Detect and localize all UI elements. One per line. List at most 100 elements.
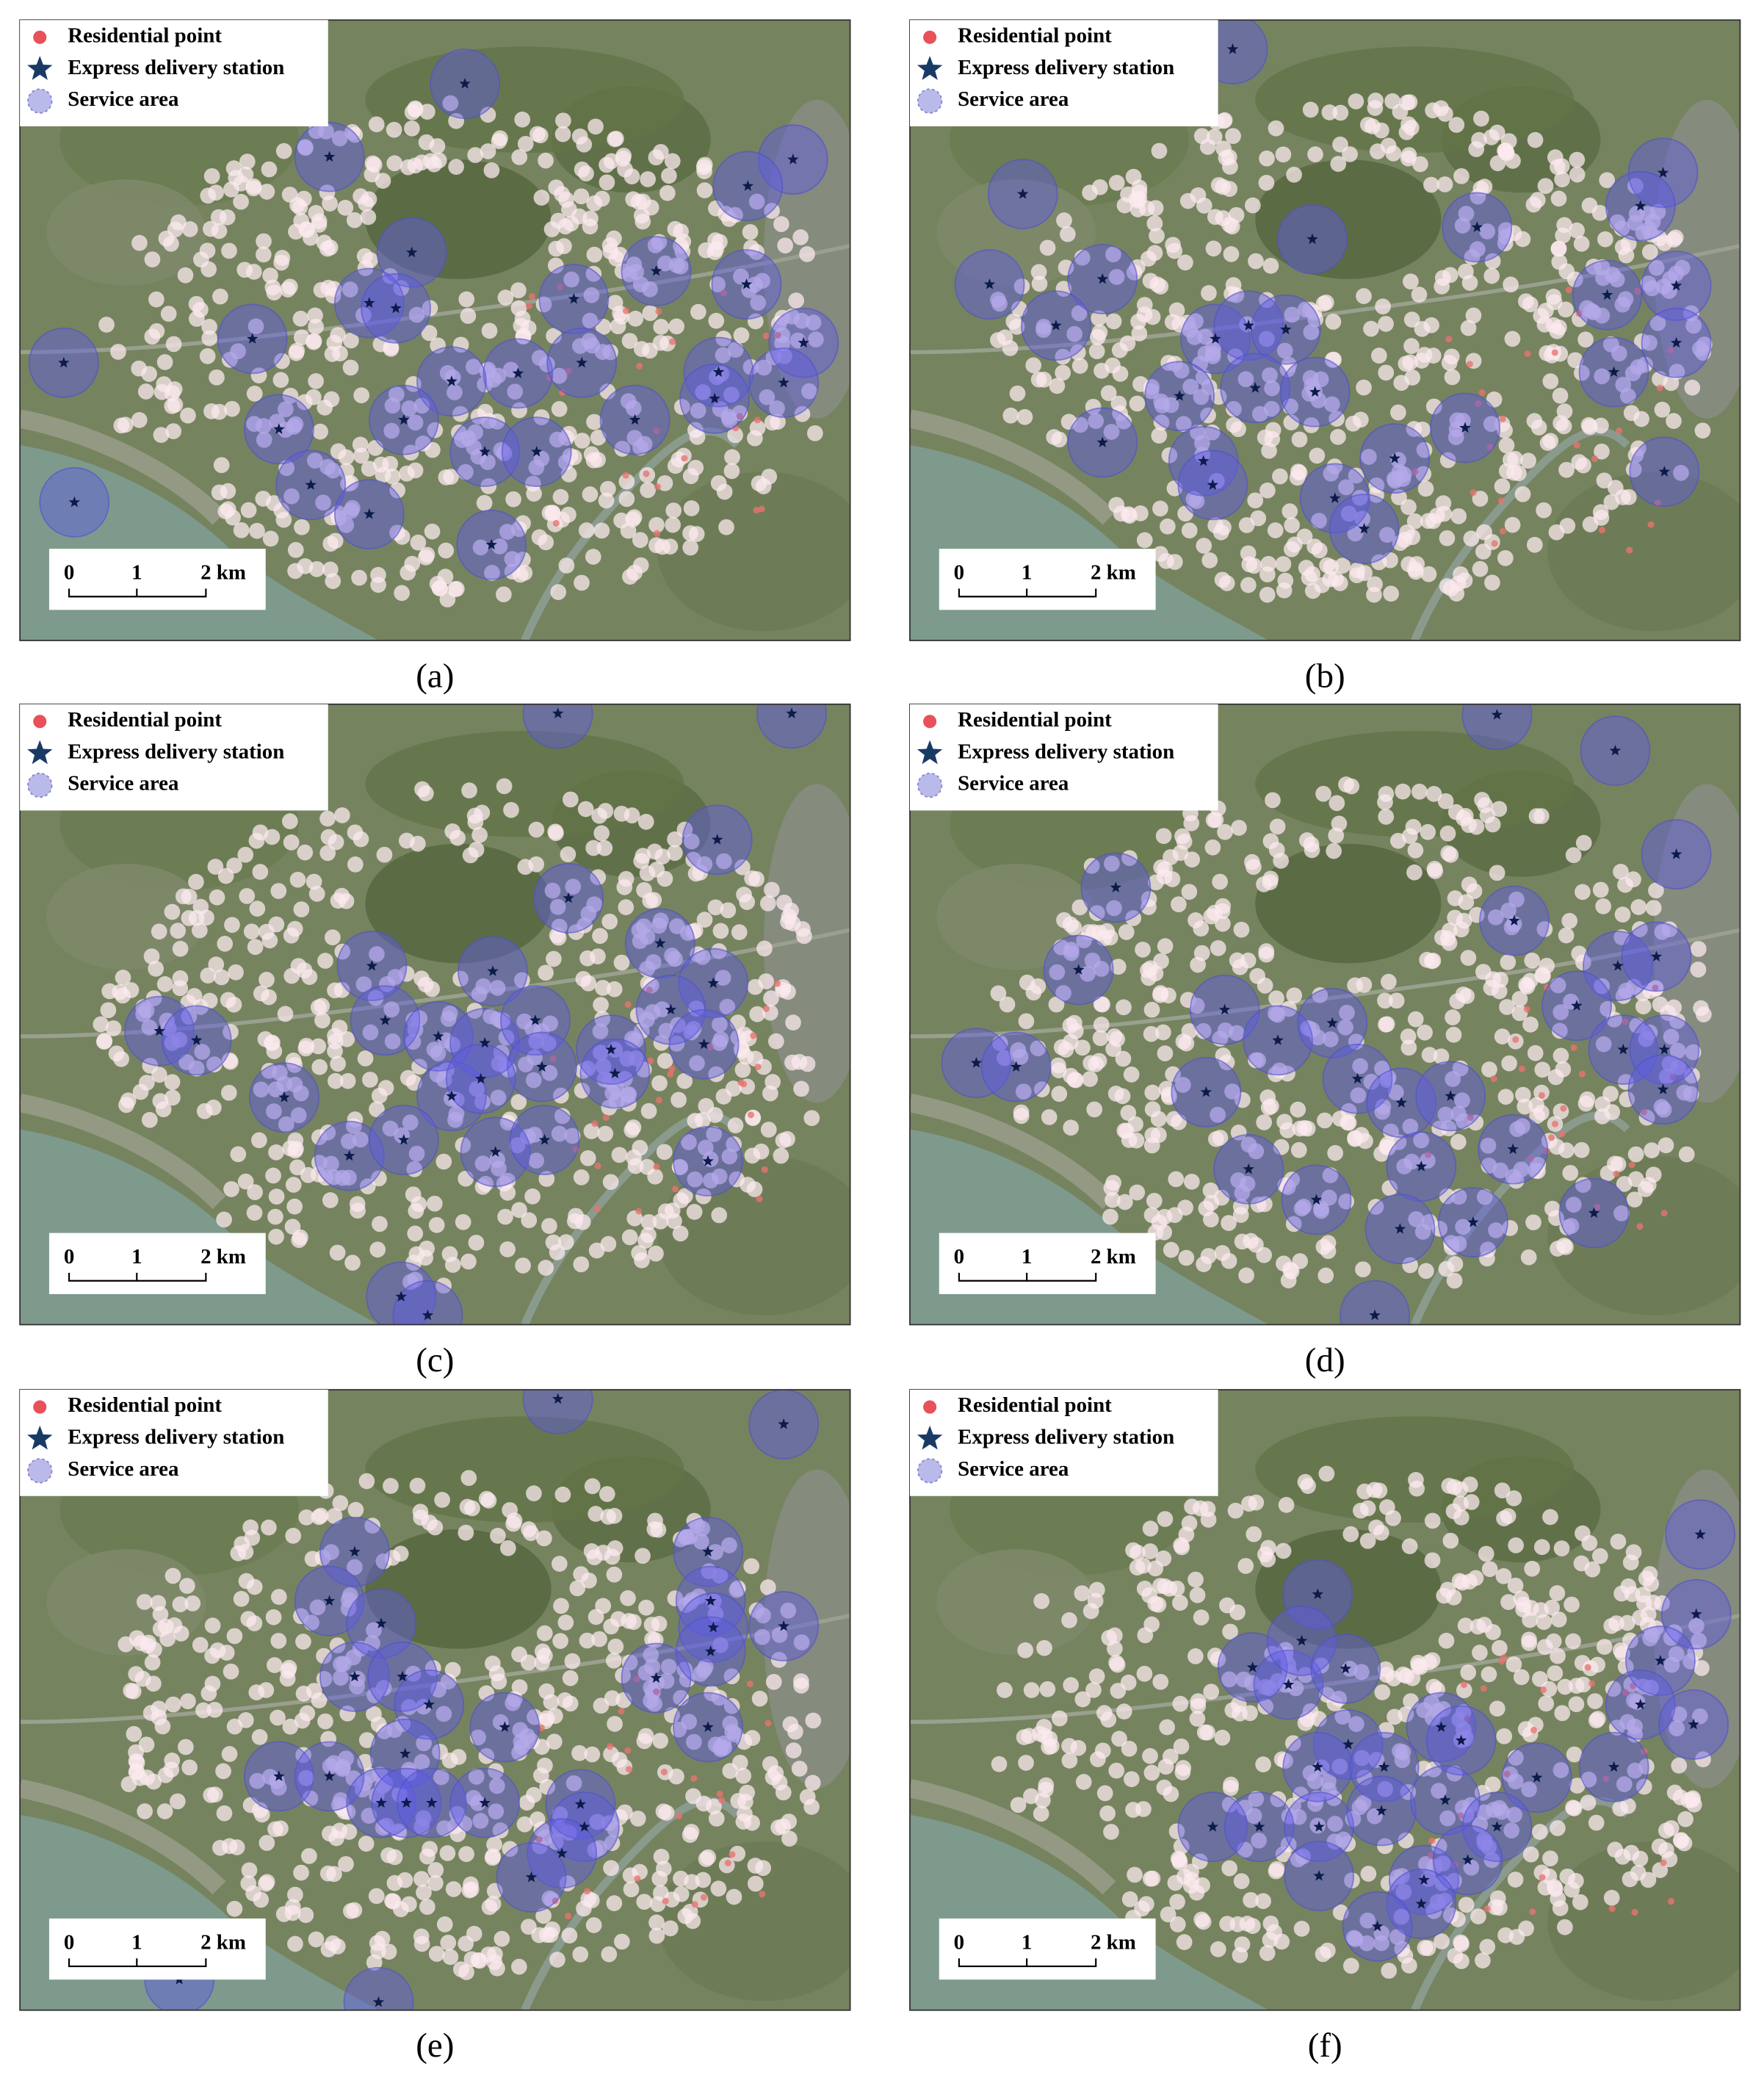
residential-point bbox=[594, 1205, 601, 1213]
residential-cluster bbox=[1327, 1816, 1343, 1832]
residential-point bbox=[668, 1065, 676, 1072]
residential-cluster bbox=[655, 1861, 672, 1877]
residential-cluster bbox=[586, 414, 602, 430]
residential-point bbox=[762, 1005, 770, 1012]
residential-cluster bbox=[334, 807, 350, 823]
residential-cluster bbox=[1613, 1205, 1630, 1221]
residential-cluster bbox=[1417, 480, 1434, 497]
residential-cluster bbox=[1002, 407, 1019, 424]
residential-cluster bbox=[1498, 437, 1515, 454]
residential-cluster bbox=[1441, 934, 1458, 951]
residential-cluster bbox=[583, 287, 600, 303]
delivery-station bbox=[305, 479, 317, 490]
residential-cluster bbox=[538, 964, 554, 981]
residential-cluster bbox=[1447, 890, 1464, 906]
residential-cluster bbox=[1594, 443, 1610, 460]
residential-cluster bbox=[1058, 259, 1074, 276]
residential-cluster bbox=[1501, 1055, 1517, 1072]
residential-cluster bbox=[715, 1089, 732, 1105]
residential-cluster bbox=[629, 1007, 646, 1024]
residential-cluster bbox=[1238, 1267, 1254, 1284]
residential-cluster bbox=[1492, 972, 1508, 988]
residential-cluster bbox=[1439, 530, 1456, 546]
residential-cluster bbox=[402, 444, 419, 461]
residential-cluster bbox=[1617, 1074, 1634, 1090]
residential-cluster bbox=[1475, 964, 1492, 980]
residential-cluster bbox=[1261, 442, 1277, 459]
residential-cluster bbox=[409, 1477, 426, 1494]
residential-cluster bbox=[650, 1521, 667, 1538]
residential-cluster bbox=[534, 1654, 550, 1671]
delivery-station bbox=[1310, 1194, 1323, 1205]
residential-cluster bbox=[672, 1225, 689, 1242]
residential-cluster bbox=[1455, 1219, 1471, 1235]
residential-cluster bbox=[576, 917, 593, 934]
residential-cluster bbox=[615, 148, 632, 164]
residential-cluster bbox=[93, 1016, 109, 1033]
residential-cluster bbox=[357, 1050, 374, 1067]
residential-cluster bbox=[1655, 278, 1672, 295]
residential-cluster bbox=[387, 969, 404, 985]
residential-cluster bbox=[599, 174, 615, 191]
residential-cluster bbox=[793, 1080, 809, 1097]
residential-cluster bbox=[542, 1015, 559, 1032]
residential-cluster bbox=[746, 1181, 763, 1197]
residential-cluster bbox=[756, 940, 773, 957]
residential-cluster bbox=[458, 291, 475, 308]
scale-bar-label: 2 km bbox=[200, 1931, 246, 1955]
residential-cluster bbox=[765, 1673, 782, 1690]
residential-point bbox=[1598, 527, 1606, 534]
residential-cluster bbox=[480, 454, 496, 471]
residential-cluster bbox=[1230, 421, 1246, 438]
residential-cluster bbox=[1506, 1807, 1522, 1823]
residential-cluster bbox=[1282, 503, 1298, 519]
residential-cluster bbox=[1388, 992, 1405, 1009]
residential-cluster bbox=[1395, 783, 1411, 800]
residential-cluster bbox=[1514, 486, 1531, 502]
residential-cluster bbox=[1569, 222, 1586, 239]
residential-cluster bbox=[573, 1169, 590, 1185]
residential-cluster bbox=[332, 1495, 349, 1512]
residential-cluster bbox=[1491, 1800, 1508, 1816]
residential-cluster bbox=[1552, 1899, 1569, 1916]
residential-cluster bbox=[326, 334, 343, 351]
residential-cluster bbox=[1178, 1526, 1195, 1543]
residential-cluster bbox=[267, 1657, 283, 1673]
residential-cluster bbox=[1439, 452, 1456, 469]
residential-cluster bbox=[698, 1097, 715, 1114]
residential-cluster bbox=[1269, 1006, 1286, 1023]
service-area bbox=[392, 1280, 463, 1325]
residential-cluster bbox=[1458, 1896, 1475, 1913]
residential-cluster bbox=[1497, 422, 1513, 439]
residential-cluster bbox=[175, 888, 192, 905]
residential-cluster bbox=[1528, 1097, 1545, 1114]
residential-cluster bbox=[1589, 1656, 1606, 1673]
residential-cluster bbox=[689, 1055, 705, 1072]
residential-cluster bbox=[667, 950, 683, 967]
residential-cluster bbox=[1404, 369, 1421, 386]
residential-cluster bbox=[372, 1216, 388, 1233]
delivery-station bbox=[479, 445, 491, 457]
residential-point bbox=[1411, 468, 1419, 475]
delivery-station bbox=[1342, 1738, 1354, 1750]
residential-cluster bbox=[562, 1670, 579, 1686]
residential-cluster bbox=[1128, 1132, 1145, 1149]
residential-cluster bbox=[1152, 278, 1169, 295]
scale-bar-box bbox=[939, 549, 1156, 610]
residential-cluster bbox=[1183, 1173, 1200, 1190]
residential-cluster bbox=[1439, 1810, 1456, 1827]
residential-cluster bbox=[1508, 891, 1525, 908]
residential-cluster bbox=[435, 1706, 452, 1722]
residential-point bbox=[662, 1897, 669, 1905]
residential-cluster bbox=[1507, 450, 1523, 467]
terrain bbox=[46, 863, 206, 970]
residential-cluster bbox=[1445, 1026, 1462, 1043]
residential-cluster bbox=[1326, 458, 1343, 474]
residential-cluster bbox=[200, 967, 217, 984]
residential-cluster bbox=[577, 801, 594, 818]
residential-cluster bbox=[228, 964, 244, 981]
residential-cluster bbox=[686, 1733, 702, 1750]
residential-cluster bbox=[1629, 1017, 1646, 1034]
residential-cluster bbox=[593, 997, 609, 1013]
residential-point bbox=[716, 1790, 723, 1797]
